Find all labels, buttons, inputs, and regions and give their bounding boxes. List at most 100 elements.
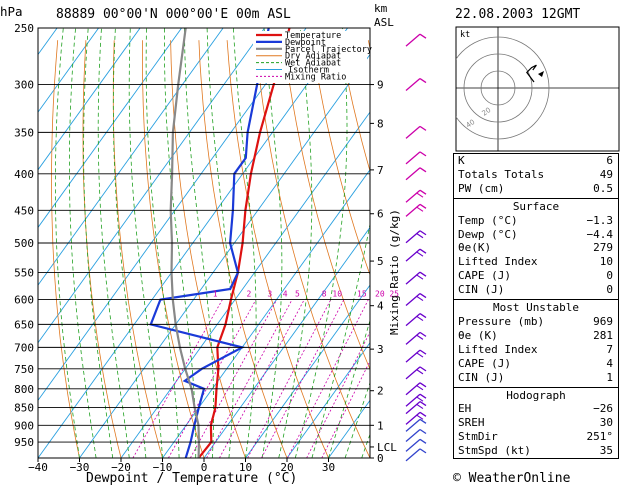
surface-title: Surface (512, 199, 560, 213)
dry-adiabat-line (198, 40, 288, 458)
wet-adiabat-line (69, 28, 97, 458)
wind-barb-flag (419, 331, 427, 337)
wind-barb-flag (419, 189, 427, 195)
x-tick-label: −10 (153, 461, 173, 474)
wind-barb (405, 189, 421, 203)
height-tick-label: 0 (377, 452, 384, 465)
legend-label: Isotherm (288, 66, 329, 76)
surface-row: CIN (J) 0 (458, 283, 613, 297)
hodograph-ring (456, 36, 550, 140)
wind-barb (405, 293, 421, 307)
wind-barb (405, 33, 421, 47)
wind-barb (405, 448, 421, 462)
wet-adiabat-line (97, 28, 130, 458)
wind-barb-flag (419, 203, 427, 209)
wind-barb-flag (416, 296, 424, 302)
dry-adiabat-line (622, 40, 629, 458)
pressure-tick-label: 800 (14, 383, 34, 396)
surface-row: θe(K) 279 (458, 241, 613, 255)
wind-barb-flag (416, 206, 424, 212)
dry-adiabat-line (112, 40, 163, 458)
wind-barb-flag (416, 396, 424, 402)
x-tick-label: −20 (111, 461, 131, 474)
station-info: 88889 00°00'N 000°00'E 00m ASL (56, 7, 291, 22)
index-totals: Totals Totals 49 (458, 167, 613, 181)
mixing-ratio-label: 5 (295, 290, 300, 299)
wind-barb-flag (419, 448, 427, 454)
hodograph-unit-label: kt (460, 30, 470, 40)
wind-barb (405, 248, 421, 262)
legend-label: Mixing Ratio (285, 72, 346, 82)
wind-barb (405, 125, 421, 139)
pressure-tick-label: 600 (14, 294, 34, 307)
wet-adiabat-line (278, 28, 313, 458)
pressure-tick-label: 550 (14, 267, 34, 280)
legend-label: Dry Adiabat (285, 52, 341, 62)
hodograph-ring-label: 40 (465, 118, 477, 130)
wind-barb-flag (419, 293, 427, 299)
wind-barb-flag (416, 352, 424, 358)
wind-barb (405, 203, 421, 217)
pressure-tick-label: 300 (14, 79, 34, 92)
most-unstable-title: Most Unstable (492, 301, 580, 315)
dry-adiabat-line (254, 40, 370, 458)
wind-barb-flag (419, 230, 427, 236)
temperature-line (197, 28, 291, 458)
mixing-ratio-line (321, 360, 370, 458)
pressure-tick-label: 400 (14, 168, 34, 181)
dry-adiabat-line (82, 40, 122, 458)
wind-barb (405, 349, 421, 363)
mu-row: Pressure (mb) 969 (458, 314, 613, 328)
wet-adiabat-line (83, 28, 114, 458)
wind-barb-flag (419, 401, 427, 407)
wind-barb-flag (419, 78, 427, 84)
most-unstable-section: Most Unstable Pressure (mb) 969 θe (K) 281… (454, 299, 618, 384)
x-tick-label: 10 (239, 461, 252, 474)
pressure-unit-label: hPa (0, 4, 23, 19)
legend-label: Dewpoint (285, 38, 326, 48)
wind-barb (405, 151, 421, 165)
height-tick-label: 2 (377, 385, 384, 398)
pressure-tick-label: 350 (14, 126, 34, 139)
index-pw: PW (cm) 0.5 (458, 181, 613, 195)
isotherm-line (38, 28, 99, 113)
hodograph-trace (526, 64, 537, 83)
wind-barb-flag (416, 274, 424, 280)
dry-adiabat-line (226, 40, 329, 458)
wind-barb-flag (419, 438, 427, 444)
hodo-row: StmDir 251° (458, 430, 613, 444)
isotherm-line (245, 284, 370, 458)
surface-row: Temp (°C) −1.3 (458, 213, 613, 227)
dry-adiabat-line (339, 40, 370, 173)
wind-barb (405, 167, 421, 181)
dry-adiabat-line (311, 40, 370, 277)
wind-barbs (405, 33, 427, 462)
dry-adiabat-line (283, 40, 370, 371)
height-tick-label: 6 (377, 208, 384, 221)
wet-adiabat-line (261, 28, 283, 458)
wind-barb (405, 78, 421, 92)
mixing-ratio-label: 2 (247, 290, 252, 299)
height-tick-label: 3 (377, 343, 384, 356)
datetime-label: 22.08.2003 12GMT (455, 7, 580, 22)
mu-row: CAPE (J) 4 (458, 356, 613, 370)
wind-barb-flag (419, 411, 427, 417)
background-lines (38, 28, 629, 458)
wind-barb-flag (419, 418, 427, 424)
isotherm-line (38, 28, 182, 229)
dry-adiabat-line (51, 40, 80, 458)
wind-barb-flag (419, 151, 427, 157)
isotherm-line (38, 28, 141, 171)
height-tick-label: 7 (377, 164, 384, 177)
wind-barb-flag (419, 125, 427, 131)
pressure-tick-label: 250 (14, 22, 34, 35)
wind-barb (405, 271, 421, 285)
x-tick-label: 0 (201, 461, 208, 474)
surface-row: Dewp (°C) −4.4 (458, 227, 613, 241)
hodograph-stats-section: Hodograph EH −26 SREH 30 StmDir 251° StmSpd… (454, 386, 618, 459)
wind-barb-flag (419, 428, 427, 435)
